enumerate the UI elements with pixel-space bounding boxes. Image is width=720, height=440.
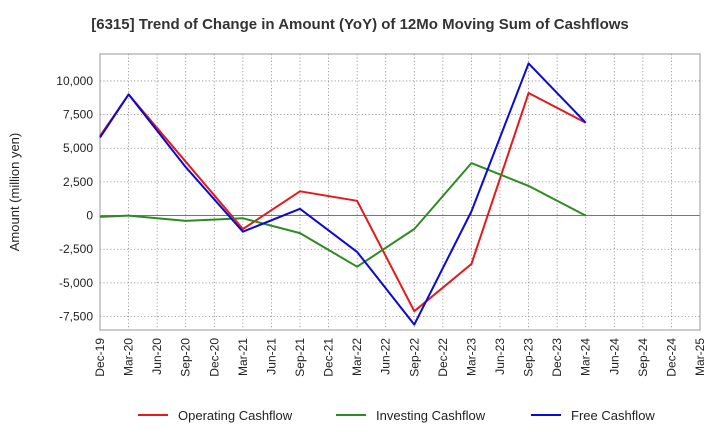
x-tick-label: Dec-22 [436, 338, 450, 377]
plot-area [100, 54, 700, 330]
x-tick-label: Jun-22 [379, 338, 393, 375]
x-tick-label: Sep-21 [293, 338, 307, 377]
x-tick-label: Jun-24 [607, 338, 621, 375]
legend: Operating Cashflow Investing Cashflow Free… [138, 408, 655, 423]
investing-cashflow-line [99, 162, 587, 268]
y-tick-label: -2,500 [59, 242, 93, 256]
y-tick-label: 0 [86, 209, 93, 223]
x-tick-label: Jun-23 [493, 338, 507, 375]
x-tick-label: Sep-23 [522, 338, 536, 377]
plot-frame [99, 53, 701, 331]
free-cashflow-line [99, 62, 587, 326]
y-tick-label: -7,500 [59, 310, 93, 324]
x-tick-label: Mar-23 [464, 338, 478, 376]
x-tick-label: Sep-22 [407, 338, 421, 377]
x-tick-label: Mar-21 [236, 338, 250, 376]
y-tick-label: 10,000 [56, 74, 93, 88]
y-tick-label: -5,000 [59, 276, 93, 290]
x-tick-label: Dec-21 [322, 338, 336, 377]
y-tick-labels: -7,500 -5,000 -2,500 0 2,500 5,000 7,500 10,000 [56, 74, 93, 324]
x-tick-label: Dec-20 [207, 338, 221, 377]
legend-label-investing-cashflow: Investing Cashflow [376, 408, 486, 423]
x-tick-label: Dec-19 [93, 338, 107, 377]
legend-label-operating-cashflow: Operating Cashflow [178, 408, 293, 423]
series-lines [99, 62, 587, 326]
x-tick-label: Sep-24 [636, 338, 650, 377]
y-tick-label: 7,500 [63, 108, 93, 122]
y-axis-title: Amount (million yen) [7, 133, 22, 252]
x-tick-labels: Dec-19 Mar-20 Jun-20 Sep-20 Dec-20 Mar-21 Jun-… [93, 338, 707, 377]
y-tick-label: 2,500 [63, 175, 93, 189]
x-tick-label: Dec-23 [550, 338, 564, 377]
x-tick-label: Mar-25 [693, 338, 707, 376]
legend-label-free-cashflow: Free Cashflow [571, 408, 655, 423]
y-tick-label: 5,000 [63, 141, 93, 155]
x-tick-label: Sep-20 [179, 338, 193, 377]
chart-title: [6315] Trend of Change in Amount (YoY) o… [91, 16, 629, 33]
operating-cashflow-line [99, 92, 587, 313]
x-tick-label: Mar-24 [579, 338, 593, 376]
x-tick-label: Mar-20 [122, 338, 136, 376]
x-tick-label: Mar-22 [350, 338, 364, 376]
x-tick-label: Dec-24 [664, 338, 678, 377]
x-tick-label: Jun-20 [150, 338, 164, 375]
x-tick-label: Jun-21 [264, 338, 278, 375]
